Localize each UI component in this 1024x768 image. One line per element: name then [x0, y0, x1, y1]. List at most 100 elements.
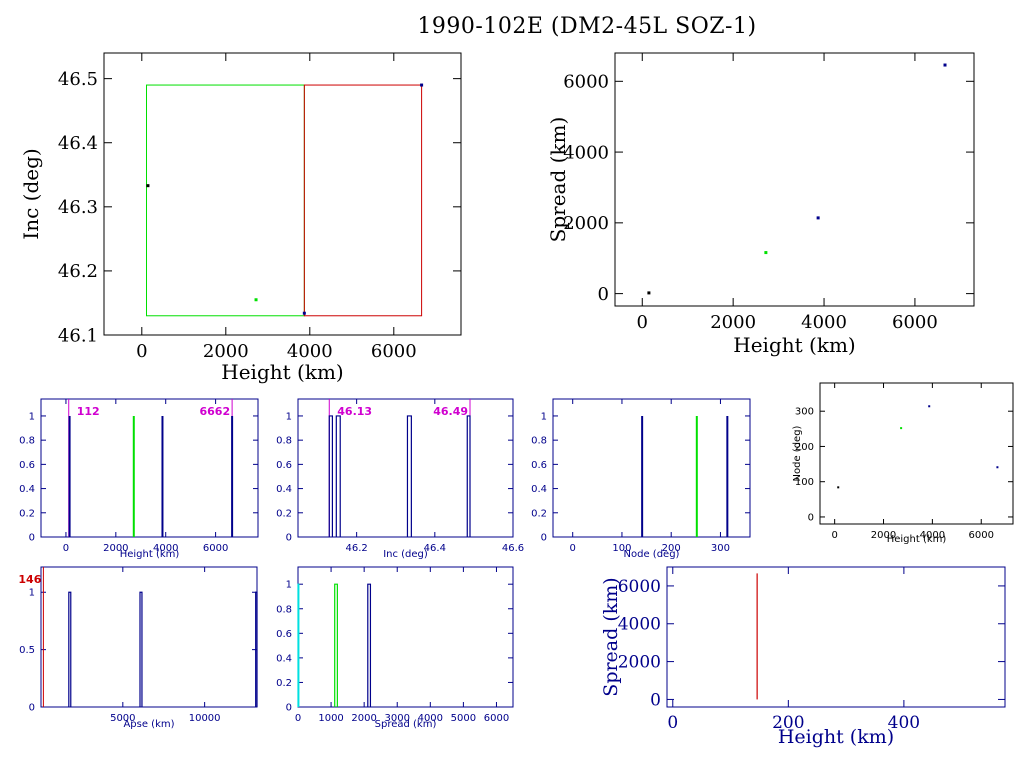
node-hist-ytick-label: 0.6: [531, 460, 547, 471]
spread-hist-ytick-label: 1: [286, 580, 292, 591]
apse-hist-marker-label: 146: [18, 573, 41, 586]
node-hist-ytick-label: 0.4: [531, 484, 547, 495]
height-hist-ytick-label: 0.8: [19, 436, 35, 447]
height-hist-panel: 0 2000 4000 6000 0 0.2 0.4 0.6 0.8 1 Height (km) 11…: [19, 398, 259, 560]
spread-vs-height-xtick-label: 0: [637, 312, 648, 333]
node-hist-ytick-label: 0.2: [531, 508, 547, 519]
spread-vs-height-xtick-label: 2000: [710, 312, 756, 333]
inc-vs-height-range-box: [146, 84, 305, 317]
spread-hist-bar: [297, 583, 300, 707]
inc-hist-ytick-label: 0.4: [276, 484, 292, 495]
inc-vs-height-ytick-label: 46.5: [58, 69, 98, 90]
inc-hist-ytick-label: 0.6: [276, 460, 292, 471]
inc-hist-marker-label: 46.13: [337, 405, 372, 418]
node-vs-height-xtick-label: 0: [831, 530, 837, 541]
height-hist-ytick-label: 0: [29, 533, 35, 544]
spread-hist-xtick-label: 5000: [451, 713, 476, 724]
spread-vs-perigee-xlabel: Height (km): [778, 726, 894, 748]
height-hist-ytick-label: 0.6: [19, 460, 35, 471]
inc-vs-height-point: [146, 184, 150, 188]
node-vs-height-point: [900, 427, 903, 430]
spread-hist-ytick-label: 0: [286, 703, 292, 714]
height-hist-xtick-label: 4000: [153, 543, 178, 554]
spread-vs-height-xlabel: Height (km): [733, 333, 855, 357]
inc-vs-height-ytick-label: 46.4: [58, 133, 98, 154]
inc-vs-height-point: [254, 298, 258, 302]
node-vs-height-panel: 0 2000 4000 6000 0 100 200 300 Height (km) Node (…: [792, 382, 1014, 545]
spread-hist-ytick-label: 0.4: [276, 653, 292, 664]
inc-hist-bar: [328, 415, 333, 537]
inc-vs-height-ytick-label: 46.3: [58, 197, 98, 218]
node-vs-height-ytick-label: 200: [795, 442, 814, 453]
inc-hist-xtick-label: 46.4: [424, 543, 446, 554]
inc-vs-height-xlabel: Height (km): [221, 360, 343, 384]
spread-hist-ytick-label: 0.8: [276, 604, 292, 615]
spread-hist-xtick-label: 1000: [318, 713, 343, 724]
height-hist-ytick-label: 1: [29, 411, 35, 422]
inc-hist-xtick-label: 46.6: [502, 543, 524, 554]
inc-vs-height-frame: [103, 52, 462, 336]
height-hist-ytick-label: 0.4: [19, 484, 35, 495]
inc-hist-ytick-label: 0.2: [276, 508, 292, 519]
spread-vs-height-xtick-label: 4000: [801, 312, 847, 333]
node-hist-xtick-label: 200: [662, 543, 681, 554]
height-hist-frame: [40, 398, 259, 538]
inc-hist-bar: [406, 415, 412, 537]
node-hist-xtick-label: 100: [612, 543, 631, 554]
inc-vs-height-ylabel: Inc (deg): [19, 148, 43, 239]
spread-hist-frame: [297, 566, 514, 708]
inc-vs-height-range-box: [303, 84, 423, 317]
inc-hist-xlabel: Inc (deg): [383, 549, 428, 560]
apse-hist-frame: [40, 566, 258, 708]
spread-vs-perigee-xtick-label: 200: [772, 713, 804, 733]
spread-vs-perigee-ytick-label: 6000: [618, 577, 661, 597]
node-vs-height-ylabel: Node (deg): [792, 425, 803, 481]
spread-vs-height-ylabel: Spread (km): [546, 117, 570, 243]
spread-hist-xtick-label: 2000: [351, 713, 376, 724]
spread-vs-perigee-xtick-label: 0: [667, 713, 678, 733]
apse-hist-bar: [255, 591, 258, 707]
apse-hist-ytick-label: 0.5: [19, 645, 35, 656]
node-hist-frame: [552, 398, 751, 538]
spread-hist-xtick-label: 6000: [484, 713, 509, 724]
node-vs-height-point: [837, 486, 840, 489]
apse-hist-xtick-label: 10000: [189, 713, 221, 724]
spread-vs-perigee-ylabel: Spread (km): [600, 577, 622, 696]
apse-hist-xtick-label: 5000: [110, 713, 135, 724]
inc-hist-bar: [466, 415, 471, 537]
spread-vs-perigee-ytick-label: 0: [650, 690, 661, 710]
apse-hist-bar: [68, 591, 72, 707]
node-hist-panel: 0 100 200 300 0 0.2 0.4 0.6 0.8 1 Node (deg): [531, 398, 751, 560]
spread-vs-perigee-frame: [666, 566, 1006, 708]
spread-vs-height-point: [943, 63, 947, 67]
node-hist-ytick-label: 1: [541, 411, 547, 422]
inc-vs-height-xtick-label: 6000: [371, 341, 417, 362]
inc-vs-height-ytick-label: 46.2: [58, 261, 98, 282]
height-hist-xtick-label: 0: [63, 543, 69, 554]
spread-vs-height-ytick-label: 0: [598, 284, 609, 305]
height-hist-xtick-label: 6000: [203, 543, 228, 554]
height-hist-xlabel: Height (km): [120, 549, 180, 560]
node-vs-height-frame: [819, 382, 1014, 525]
spread-hist-xtick-label: 4000: [418, 713, 443, 724]
node-hist-xtick-label: 0: [570, 543, 576, 554]
spread-vs-height-point: [764, 251, 768, 255]
inc-vs-height-xtick-label: 0: [136, 341, 147, 362]
height-hist-marker-label: 112: [77, 405, 100, 418]
spread-hist-panel: 0 1000 2000 3000 4000 5000 6000 0 0.2 0.4 0.6 0.8 1 S…: [276, 566, 514, 730]
node-vs-height-xtick-label: 6000: [969, 530, 994, 541]
spread-vs-height-frame: [614, 52, 975, 307]
height-hist-marker-label: 6662: [199, 405, 230, 418]
inc-hist-ytick-label: 0.8: [276, 436, 292, 447]
spread-vs-height-point: [647, 291, 651, 295]
node-hist-xtick-label: 300: [711, 543, 730, 554]
inc-vs-height-point: [302, 311, 306, 315]
spread-vs-height-ytick-label: 4000: [563, 142, 609, 163]
spread-hist-bar: [334, 583, 338, 707]
spread-vs-perigee-ytick-label: 2000: [618, 653, 661, 673]
inc-vs-height-xtick-label: 2000: [203, 341, 249, 362]
node-vs-height-ytick-label: 300: [795, 407, 814, 418]
spread-hist-bar: [367, 583, 372, 707]
